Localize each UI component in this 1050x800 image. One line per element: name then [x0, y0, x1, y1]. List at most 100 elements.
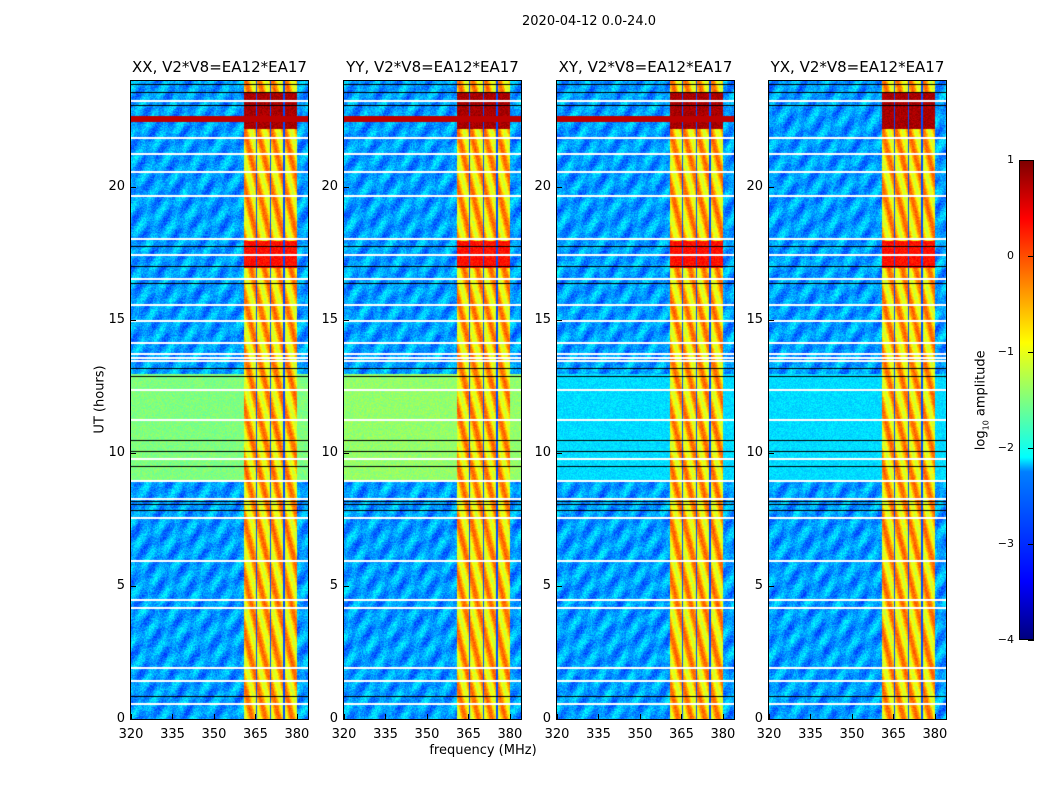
y-tick: [344, 187, 349, 189]
x-tick-label: 320: [756, 727, 782, 742]
heatmap-image: [344, 81, 521, 719]
y-tick-label: 20: [746, 179, 763, 195]
y-tick: [131, 453, 136, 455]
x-tick-label: 335: [586, 727, 611, 742]
y-tick: [131, 187, 136, 189]
panel-xx: XX, V2*V8=EA12*EA17 320 335 350 365 380 0 5 10 15…: [108, 58, 309, 742]
heatmap-image: [557, 81, 734, 719]
y-tick-label: 15: [321, 312, 338, 328]
y-tick-label: 20: [534, 179, 551, 195]
colorbar-tick-label: 0: [1007, 249, 1014, 262]
panel-xy: XY, V2*V8=EA12*EA17 320 335 350 365 380 0 5 10 15…: [534, 58, 735, 742]
colorbar-tick-label: −3: [997, 537, 1014, 550]
colorbar-tick: [1028, 256, 1034, 257]
y-tick-label: 10: [321, 445, 338, 461]
y-tick-label: 0: [754, 711, 763, 726]
y-tick-label: 20: [108, 179, 125, 195]
x-tick-label: 335: [798, 727, 823, 742]
x-tick-label: 380: [284, 727, 310, 742]
y-axis-label: UT (hours): [92, 365, 108, 434]
x-tick: [509, 714, 511, 719]
panel-title: XY, V2*V8=EA12*EA17: [558, 58, 733, 76]
x-tick: [131, 714, 132, 719]
y-tick-label: 20: [321, 179, 338, 195]
x-tick-label: 350: [201, 727, 227, 742]
panel-yy: YY, V2*V8=EA12*EA17 320 335 350 365 380 0 5 10 15…: [321, 58, 522, 742]
y-tick-label: 0: [116, 711, 125, 726]
x-tick-label: 320: [118, 727, 144, 742]
y-tick-label: 5: [329, 578, 338, 594]
x-tick-label: 335: [373, 727, 398, 742]
y-tick: [344, 719, 349, 720]
x-tick: [213, 714, 215, 719]
x-tick-label: 365: [456, 727, 481, 742]
x-tick: [598, 714, 600, 719]
y-tick-label: 0: [542, 711, 551, 726]
x-tick: [769, 714, 770, 719]
x-tick: [468, 714, 470, 719]
colorbar-tick: [1028, 448, 1034, 449]
y-tick-label: 15: [108, 312, 125, 328]
colorbar-tick-label: −2: [997, 441, 1014, 454]
y-tick: [557, 320, 562, 322]
y-tick: [557, 586, 562, 588]
y-tick-label: 10: [108, 445, 125, 461]
y-tick-label: 0: [329, 711, 338, 726]
y-tick: [769, 187, 774, 189]
x-tick-label: 350: [627, 727, 653, 742]
x-tick: [344, 714, 345, 719]
x-tick-label: 380: [497, 727, 523, 742]
x-axis-label: frequency (MHz): [429, 743, 537, 758]
x-tick-label: 365: [669, 727, 694, 742]
y-tick: [131, 586, 136, 588]
panel-title: XX, V2*V8=EA12*EA17: [132, 58, 307, 76]
x-tick: [385, 714, 387, 719]
y-tick: [557, 719, 562, 720]
y-tick-label: 10: [534, 445, 551, 461]
panel-title: YX, V2*V8=EA12*EA17: [770, 58, 945, 76]
y-tick: [344, 586, 349, 588]
y-tick-label: 15: [746, 312, 763, 328]
colorbar-tick: [1028, 640, 1034, 641]
x-tick-label: 380: [710, 727, 736, 742]
y-tick: [769, 320, 774, 322]
colorbar-tick-label: −1: [997, 345, 1014, 358]
y-tick: [131, 320, 136, 322]
colorbar-tick-label: −4: [997, 633, 1014, 646]
x-tick: [296, 714, 298, 719]
x-tick: [639, 714, 641, 719]
x-tick-label: 320: [544, 727, 570, 742]
x-tick-label: 365: [881, 727, 906, 742]
colorbar-label: log10 amplitude: [973, 350, 991, 451]
x-tick: [255, 714, 257, 719]
y-tick-label: 5: [542, 578, 551, 594]
x-tick-label: 380: [922, 727, 948, 742]
y-tick: [769, 453, 774, 455]
y-tick: [557, 453, 562, 455]
colorbar-tick-label: 1: [1007, 153, 1014, 166]
heatmap-image: [769, 81, 946, 719]
y-tick-label: 5: [754, 578, 763, 594]
y-tick: [557, 187, 562, 189]
x-tick: [934, 714, 936, 719]
figure-title: 2020-04-12 0.0-24.0: [522, 14, 656, 29]
y-tick-label: 15: [534, 312, 551, 328]
y-tick-label: 10: [746, 445, 763, 461]
colorbar-tick: [1028, 160, 1034, 161]
y-tick-label: 5: [116, 578, 125, 594]
y-tick: [769, 586, 774, 588]
x-tick: [722, 714, 724, 719]
x-tick-label: 350: [839, 727, 865, 742]
heatmap-image: [131, 81, 308, 719]
colorbar: [1019, 160, 1034, 640]
y-tick: [344, 453, 349, 455]
x-tick-label: 335: [160, 727, 185, 742]
x-tick: [172, 714, 174, 719]
x-tick: [426, 714, 428, 719]
y-tick: [769, 719, 774, 720]
x-tick: [681, 714, 683, 719]
x-tick-label: 365: [243, 727, 268, 742]
panel-yx: YX, V2*V8=EA12*EA17 320 335 350 365 380 0 5 10 15…: [746, 58, 947, 742]
y-tick: [131, 719, 136, 720]
x-tick: [851, 714, 853, 719]
